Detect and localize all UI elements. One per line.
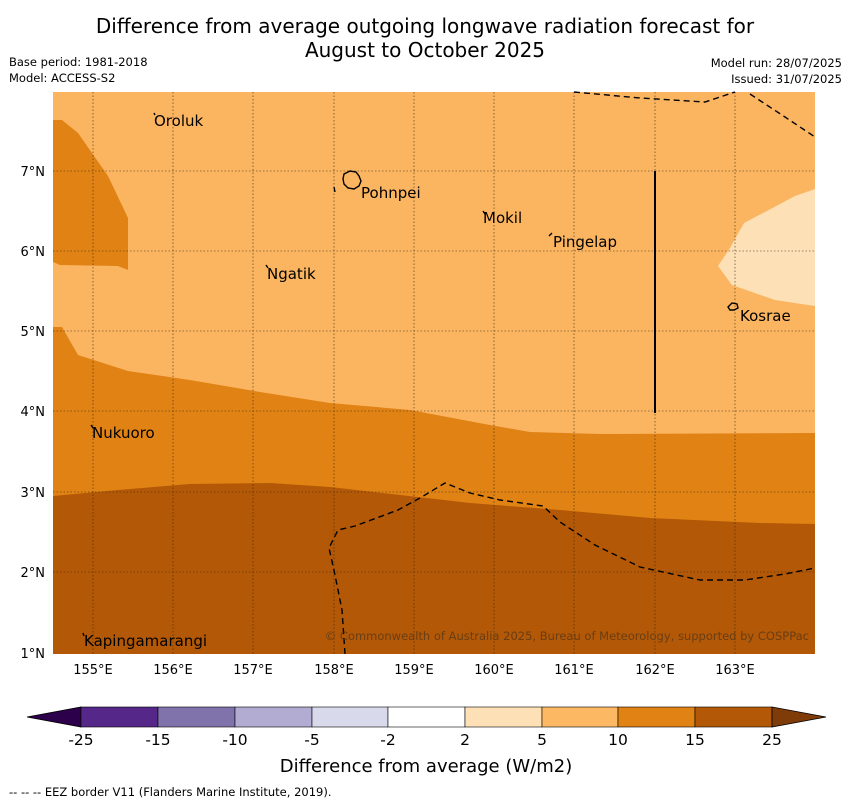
longitude-tick-labels: 155°E 156°E 157°E 158°E 159°E 160°E 161°…	[73, 663, 755, 678]
lon-tick-157e: 157°E	[233, 663, 273, 678]
colorbar-label: 15	[685, 731, 705, 749]
islands	[82, 112, 739, 637]
colorbar-label: 10	[608, 731, 628, 749]
copyright-notice: © Commonwealth of Australia 2025, Bureau…	[325, 629, 809, 643]
title-line-1: Difference from average outgoing longwav…	[95, 14, 755, 38]
colorbar-label: -2	[380, 731, 395, 749]
colorbar-label: 25	[762, 731, 782, 749]
colorbar-title: Difference from average (W/m2)	[280, 756, 572, 777]
eez-border	[328, 91, 816, 655]
grid-lines	[53, 92, 815, 654]
region-2-5	[718, 189, 815, 306]
place-ngatik: Ngatik	[267, 265, 316, 283]
lat-tick-7n: 7°N	[21, 165, 46, 180]
region-15-25	[53, 483, 815, 654]
colorbar-bin-8	[617, 706, 696, 728]
place-pingelap: Pingelap	[553, 233, 617, 251]
lon-tick-155e: 155°E	[73, 663, 113, 678]
title-line-2: August to October 2025	[304, 38, 546, 62]
colorbar-bin-1	[80, 706, 159, 728]
colorbar-label: -10	[222, 731, 247, 749]
colorbar-label: 2	[460, 731, 470, 749]
colorbar-bin-2	[157, 706, 236, 728]
eez-border-note: -- -- -- EEZ border V11 (Flanders Marine…	[9, 785, 332, 799]
place-mokil: Mokil	[483, 209, 522, 227]
place-nukuoro: Nukuoro	[92, 424, 155, 442]
colorbar-extend-low	[26, 706, 82, 728]
lon-tick-158e: 158°E	[314, 663, 354, 678]
lat-tick-4n: 4°N	[21, 405, 46, 420]
place-labels: Oroluk Pohnpei Mokil Pingelap Ngatik Kos…	[84, 112, 791, 650]
lon-tick-163e: 163°E	[715, 663, 755, 678]
issued-date: Issued: 31/07/2025	[731, 72, 842, 86]
colorbar	[26, 706, 827, 728]
model-name: Model: ACCESS-S2	[9, 71, 116, 85]
lon-tick-160e: 160°E	[474, 663, 514, 678]
colorbar-bin-9	[694, 706, 773, 728]
base-period: Base period: 1981-2018	[9, 55, 148, 69]
place-kosrae: Kosrae	[740, 307, 791, 325]
pohnpei-island-outline	[342, 170, 362, 190]
region-10-15-west	[53, 120, 128, 270]
lat-tick-1n: 1°N	[21, 647, 46, 662]
place-oroluk: Oroluk	[154, 112, 203, 130]
colorbar-bin-4	[311, 706, 389, 728]
colorbar-extend-high	[771, 706, 827, 728]
colorbar-bin-5	[387, 706, 466, 728]
colorbar-bin-7	[541, 706, 619, 728]
lon-tick-162e: 162°E	[635, 663, 675, 678]
lon-tick-161e: 161°E	[554, 663, 594, 678]
latitude-tick-labels: 7°N 6°N 5°N 4°N 3°N 2°N 1°N	[21, 165, 46, 662]
lat-tick-5n: 5°N	[21, 325, 46, 340]
place-kapingamarangi: Kapingamarangi	[84, 632, 207, 650]
colorbar-label: -15	[145, 731, 170, 749]
colorbar-label: -25	[68, 731, 93, 749]
colorbar-label: 5	[537, 731, 547, 749]
kosrae-island-outline	[727, 302, 739, 311]
colorbar-label: -5	[304, 731, 319, 749]
model-run: Model run: 28/07/2025	[710, 56, 842, 70]
lat-tick-6n: 6°N	[21, 245, 46, 260]
colorbar-labels: -25 -15 -10 -5 -2 2 5 10 15 25	[68, 731, 782, 749]
lon-tick-156e: 156°E	[153, 663, 193, 678]
lon-tick-159e: 159°E	[394, 663, 434, 678]
colorbar-bin-3	[234, 706, 313, 728]
lat-tick-3n: 3°N	[21, 486, 46, 501]
lat-tick-2n: 2°N	[21, 566, 46, 581]
colorbar-bin-6	[464, 706, 543, 728]
place-pohnpei: Pohnpei	[361, 184, 421, 202]
